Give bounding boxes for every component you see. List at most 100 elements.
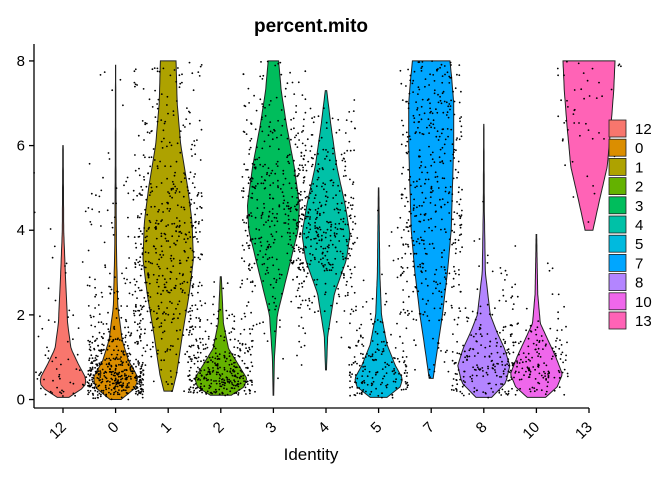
data-point (447, 192, 450, 195)
data-point (292, 278, 294, 281)
data-point (190, 198, 193, 201)
data-point (247, 87, 250, 90)
data-point (282, 183, 285, 186)
data-point (370, 390, 373, 393)
data-point (147, 294, 150, 297)
data-point (329, 221, 332, 224)
data-point (537, 363, 540, 366)
data-point (353, 241, 356, 244)
data-point (224, 330, 227, 332)
data-point (137, 261, 140, 264)
data-point (212, 313, 215, 316)
legend-swatch (608, 215, 627, 234)
data-point (281, 292, 283, 295)
data-point (239, 348, 241, 350)
data-point (511, 333, 513, 335)
data-point (147, 299, 150, 302)
data-point (450, 76, 453, 79)
data-point (144, 156, 146, 159)
data-point (249, 239, 252, 242)
data-point (251, 280, 254, 283)
data-point (565, 325, 567, 328)
data-point (243, 249, 246, 251)
data-point (462, 380, 465, 382)
data-point (193, 356, 196, 359)
data-point (243, 384, 246, 386)
data-point (452, 177, 455, 180)
data-point (346, 280, 348, 283)
data-point (188, 370, 191, 372)
data-point (264, 163, 266, 166)
data-point (402, 301, 405, 304)
data-point (113, 216, 116, 219)
data-point (572, 113, 575, 115)
data-point (254, 284, 256, 287)
data-point (264, 179, 267, 182)
data-point (116, 338, 119, 341)
data-point (484, 355, 486, 358)
data-point (448, 103, 451, 105)
data-point (391, 361, 393, 364)
data-point (138, 322, 141, 325)
data-point (173, 174, 176, 177)
data-point (235, 391, 238, 394)
data-point (307, 236, 309, 238)
data-point (139, 304, 142, 307)
data-point (262, 321, 264, 324)
data-point (322, 168, 324, 171)
data-point (259, 125, 262, 128)
data-point (551, 267, 554, 270)
data-point (233, 362, 235, 364)
data-point (457, 369, 460, 371)
data-point (310, 245, 312, 248)
data-point (416, 107, 419, 109)
data-point (437, 139, 440, 141)
data-point (189, 307, 192, 310)
data-point (250, 123, 253, 125)
data-point (263, 332, 266, 335)
data-point (492, 364, 495, 367)
data-point (295, 227, 298, 230)
data-point (223, 354, 226, 357)
data-point (311, 254, 314, 256)
data-point (112, 387, 115, 390)
data-point (443, 249, 446, 252)
data-point (188, 345, 191, 348)
data-point (585, 122, 587, 125)
data-point (420, 185, 422, 188)
data-point (450, 388, 453, 391)
legend-label: 3 (635, 198, 643, 215)
legend-label: 7 (635, 255, 643, 272)
data-point (121, 362, 124, 364)
violin-5 (354, 187, 403, 398)
data-point (144, 208, 147, 211)
data-point (308, 231, 310, 234)
violin-group-13 (556, 60, 622, 231)
data-point (453, 231, 456, 234)
data-point (271, 138, 274, 141)
data-point (423, 243, 425, 245)
data-point (102, 392, 105, 394)
data-point (156, 312, 158, 315)
data-point (199, 379, 202, 381)
data-point (507, 358, 510, 360)
data-point (310, 259, 312, 262)
data-point (441, 92, 444, 95)
data-point (166, 95, 169, 98)
data-point (470, 334, 473, 336)
data-point (44, 354, 47, 357)
data-point (407, 243, 409, 246)
data-point (180, 181, 183, 183)
data-point (477, 352, 479, 354)
data-point (189, 391, 192, 393)
data-point (164, 351, 167, 353)
x-axis: 12 0 1 2 3 4 5 7 8 10 13 (34, 407, 596, 443)
data-point (160, 301, 163, 304)
data-point (498, 299, 501, 302)
data-point (224, 351, 227, 353)
data-point (171, 318, 174, 320)
data-point (233, 387, 236, 390)
data-point (245, 393, 247, 395)
data-point (109, 292, 112, 295)
data-point (408, 92, 411, 95)
